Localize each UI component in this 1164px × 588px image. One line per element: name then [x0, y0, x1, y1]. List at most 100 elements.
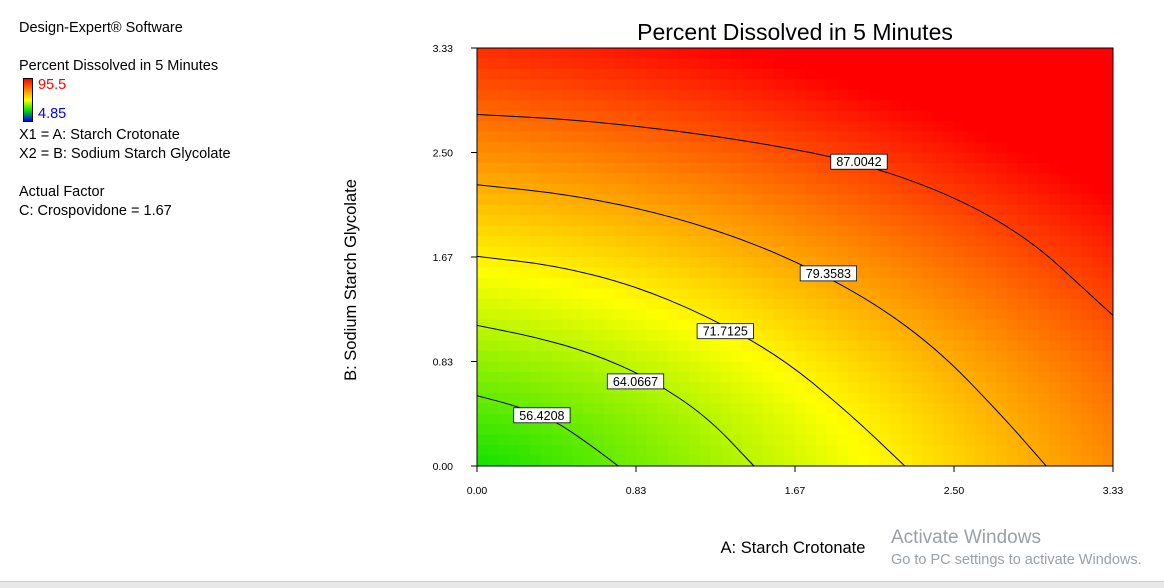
heatmap-cell	[561, 361, 573, 373]
heatmap-cell	[901, 288, 913, 300]
heatmap-cell	[932, 277, 944, 289]
heatmap-cell	[985, 100, 997, 112]
heatmap-cell	[816, 162, 828, 174]
x-tick-label: 1.67	[785, 485, 806, 497]
heatmap-cell	[1070, 277, 1082, 289]
heatmap-cell	[720, 413, 732, 425]
heatmap-cell	[954, 277, 966, 289]
heatmap-cell	[1081, 330, 1093, 342]
heatmap-cell	[954, 131, 966, 143]
heatmap-cell	[773, 434, 785, 446]
heatmap-cell	[508, 277, 520, 289]
heatmap-cell	[1102, 267, 1113, 279]
heatmap-cell	[540, 194, 552, 206]
heatmap-cell	[763, 445, 775, 457]
heatmap-cell	[498, 371, 510, 383]
heatmap-cell	[604, 351, 616, 363]
heatmap-cell	[604, 246, 616, 258]
heatmap-cell	[773, 371, 785, 383]
heatmap-cell	[869, 131, 881, 143]
heatmap-cell	[625, 79, 637, 91]
heatmap-cell	[763, 142, 775, 154]
heatmap-cell	[837, 309, 849, 321]
heatmap-cell	[530, 267, 542, 279]
heatmap-cell	[530, 79, 542, 91]
heatmap-cell	[943, 413, 955, 425]
heatmap-cell	[975, 236, 987, 248]
heatmap-cell	[752, 392, 764, 404]
heatmap-cell	[667, 361, 679, 373]
heatmap-cell	[752, 445, 764, 457]
heatmap-cell	[996, 340, 1008, 352]
heatmap-cell	[530, 319, 542, 331]
heatmap-cell	[720, 371, 732, 383]
heatmap-cell	[763, 392, 775, 404]
heatmap-cell	[498, 89, 510, 101]
heatmap-cell	[1017, 330, 1029, 342]
heatmap-cell	[1091, 319, 1103, 331]
heatmap-cell	[614, 257, 626, 269]
heatmap-cell	[773, 361, 785, 373]
heatmap-cell	[890, 392, 902, 404]
heatmap-cell	[551, 142, 563, 154]
heatmap-cell	[710, 246, 722, 258]
heatmap-cell	[561, 100, 573, 112]
heatmap-cell	[784, 162, 796, 174]
heatmap-cell	[773, 392, 785, 404]
contour-line	[477, 255, 906, 466]
heatmap-cell	[964, 68, 976, 80]
heatmap-cell	[763, 382, 775, 394]
heatmap-cell	[922, 162, 934, 174]
heatmap-cell	[964, 121, 976, 133]
heatmap-cell	[1017, 445, 1029, 457]
heatmap-cell	[551, 68, 563, 80]
heatmap-cell	[943, 392, 955, 404]
heatmap-cell	[1007, 131, 1019, 143]
heatmap-cell	[1007, 445, 1019, 457]
heatmap-cell	[911, 89, 923, 101]
heatmap-cell	[869, 58, 881, 70]
heatmap-cell	[667, 319, 679, 331]
heatmap-cell	[720, 277, 732, 289]
heatmap-cell	[1028, 215, 1040, 227]
heatmap-cell	[1028, 142, 1040, 154]
heatmap-cell	[816, 455, 828, 466]
heatmap-cell	[540, 382, 552, 394]
heatmap-cell	[593, 445, 605, 457]
heatmap-cell	[636, 403, 648, 415]
heatmap-cell	[816, 392, 828, 404]
heatmap-cell	[477, 267, 489, 279]
heatmap-cell	[773, 173, 785, 185]
heatmap-cell	[922, 131, 934, 143]
heatmap-cell	[763, 68, 775, 80]
heatmap-cell	[477, 131, 489, 143]
heatmap-cell	[742, 434, 754, 446]
heatmap-cell	[636, 361, 648, 373]
heatmap-cell	[858, 382, 870, 394]
heatmap-cell	[869, 183, 881, 195]
heatmap-cell	[646, 434, 658, 446]
heatmap-cell	[1007, 382, 1019, 394]
heatmap-cell	[508, 215, 520, 227]
heatmap-cell	[678, 110, 690, 122]
heatmap-cell	[858, 392, 870, 404]
heatmap-cell	[1028, 392, 1040, 404]
heatmap-cell	[932, 340, 944, 352]
heatmap-cell	[954, 445, 966, 457]
heatmap-cell	[477, 204, 489, 216]
heatmap-cell	[1038, 371, 1050, 383]
heatmap-cell	[1060, 110, 1072, 122]
heatmap-cell	[572, 434, 584, 446]
heatmap-cell	[731, 382, 743, 394]
y-tick-label: 1.67	[433, 252, 454, 264]
heatmap-cell	[1038, 194, 1050, 206]
heatmap-cell	[646, 319, 658, 331]
heatmap-cell	[1007, 183, 1019, 195]
heatmap-cell	[498, 236, 510, 248]
heatmap-cell	[731, 100, 743, 112]
heatmap-cell	[498, 298, 510, 310]
heatmap-cell	[826, 246, 838, 258]
heatmap-cell	[911, 403, 923, 415]
heatmap-cell	[657, 403, 669, 415]
heatmap-cell	[561, 267, 573, 279]
